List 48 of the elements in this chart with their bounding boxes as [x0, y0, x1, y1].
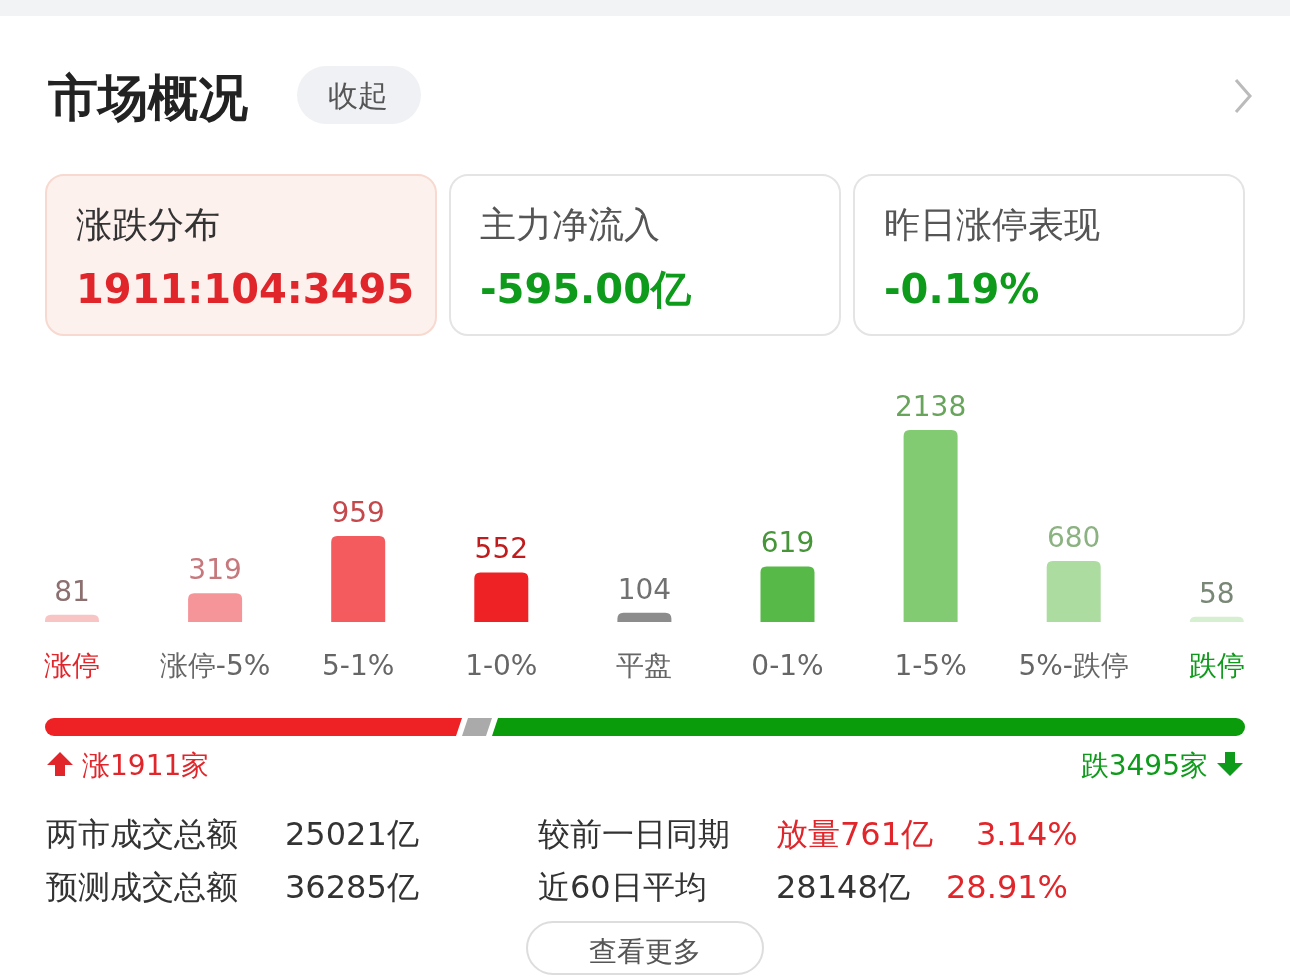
x-tick-label: 涨停 — [44, 649, 100, 682]
x-tick-label: 1-5% — [894, 649, 967, 682]
x-tick-label: 跌停 — [1188, 649, 1245, 682]
data-label: 81 — [54, 574, 90, 608]
text: 36285亿 — [285, 868, 419, 906]
text: 28148亿 — [776, 868, 910, 906]
bar — [903, 430, 958, 622]
text: 主力净流入 — [480, 204, 660, 245]
data-label: 58 — [1198, 576, 1235, 610]
data-label: 2138 — [894, 390, 967, 423]
data-label: 552 — [474, 532, 529, 566]
x-tick-label: 涨停-5% — [159, 649, 271, 682]
x-tick-label: 5%-跌停 — [1018, 649, 1129, 682]
bar — [617, 612, 672, 622]
text: 1911:104:3495 — [76, 266, 415, 312]
text: 涨1911家 — [82, 749, 210, 782]
text: 收起 — [328, 78, 388, 113]
bar — [45, 614, 99, 622]
text: 28.91% — [946, 868, 1069, 906]
bar — [474, 572, 529, 622]
x-tick-label: 5-1% — [322, 649, 395, 682]
x-tick-label: 平盘 — [616, 649, 673, 682]
text: 较前一日同期 — [538, 815, 730, 853]
bar — [188, 593, 243, 622]
data-label: 104 — [617, 572, 672, 606]
x-tick-label: 0-1% — [751, 649, 824, 682]
data-label: 619 — [760, 526, 815, 560]
bar — [331, 535, 386, 622]
text: 查看更多 — [589, 935, 701, 968]
text: 涨跌分布 — [76, 204, 220, 245]
bar — [760, 566, 815, 622]
text: -595.00亿 — [480, 266, 692, 312]
text: 3.14% — [976, 815, 1078, 853]
bar — [1046, 560, 1101, 622]
data-label: 959 — [331, 495, 385, 529]
text: -0.19% — [884, 266, 1040, 312]
text: 两市成交总额 — [46, 815, 238, 853]
text: 近60日平均 — [538, 868, 707, 906]
text: 跌3495家 — [1080, 749, 1208, 782]
data-label: 680 — [1046, 520, 1101, 554]
text: 昨日涨停表现 — [884, 204, 1100, 245]
text: 预测成交总额 — [46, 868, 238, 906]
x-tick-label: 1-0% — [465, 649, 538, 682]
chart-title: 市场概况 — [47, 69, 248, 127]
bar — [1189, 616, 1244, 622]
text: 25021亿 — [285, 815, 419, 853]
data-label: 319 — [188, 553, 242, 587]
text: 放量761亿 — [776, 815, 934, 853]
